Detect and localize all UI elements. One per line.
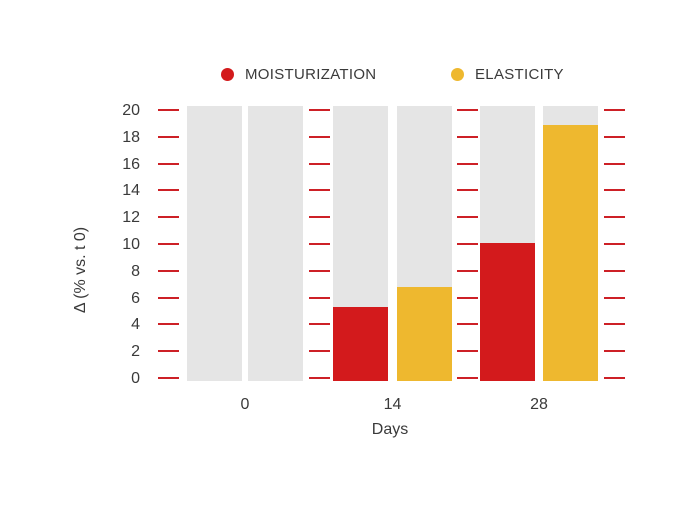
y-axis-title: Δ (% vs. t 0)	[72, 226, 89, 314]
x-axis-title: Days	[371, 421, 409, 438]
legend-label-moisturization: MOISTURIZATION	[245, 66, 377, 83]
y-axis-tick-label: 16	[122, 155, 140, 173]
y-axis-tick-label: 6	[131, 289, 140, 307]
y-tick-mark	[309, 189, 330, 192]
y-tick-mark	[158, 350, 179, 353]
y-tick-mark	[158, 216, 179, 219]
bar-moisturization-day28	[480, 242, 535, 381]
y-axis-tick-label: 18	[122, 128, 140, 146]
y-tick-mark	[604, 269, 625, 272]
y-tick-mark	[309, 350, 330, 353]
y-axis-tick-label: 2	[131, 343, 140, 361]
y-tick-mark	[457, 189, 478, 192]
y-tick-mark	[457, 216, 478, 219]
y-tick-mark	[604, 377, 625, 379]
y-tick-mark	[604, 350, 625, 353]
y-axis-tick-label: 20	[122, 102, 140, 119]
y-tick-mark	[158, 162, 179, 165]
y-tick-mark	[604, 296, 625, 299]
bar-track	[248, 106, 303, 381]
y-tick-mark	[604, 243, 625, 245]
legend-item-elasticity[interactable]: ELASTICITY	[451, 66, 564, 83]
y-tick-mark	[604, 189, 625, 192]
y-tick-mark	[604, 162, 625, 165]
bar-elasticity-day14	[397, 287, 452, 381]
y-tick-mark	[158, 189, 179, 192]
y-tick-mark	[457, 350, 478, 353]
bar-elasticity-day28	[543, 125, 598, 381]
y-tick-mark	[457, 109, 478, 111]
y-tick-mark	[457, 135, 478, 138]
y-tick-mark	[309, 269, 330, 272]
y-tick-mark	[604, 109, 625, 111]
y-tick-mark	[309, 296, 330, 299]
y-axis-tick-label: 14	[122, 182, 140, 200]
y-tick-mark	[158, 243, 179, 245]
y-tick-mark	[457, 162, 478, 165]
y-tick-mark	[158, 296, 179, 299]
y-axis-tick-label: 10	[122, 236, 140, 253]
y-tick-mark	[457, 323, 478, 326]
legend-swatch-moisturization-icon	[221, 68, 234, 81]
y-tick-mark	[158, 269, 179, 272]
y-tick-mark	[309, 216, 330, 219]
y-tick-mark	[457, 243, 478, 245]
y-tick-mark	[158, 135, 179, 138]
legend-item-moisturization[interactable]: MOISTURIZATION	[221, 66, 376, 83]
y-axis-tick-label: 0	[131, 370, 140, 387]
y-tick-mark	[457, 269, 478, 272]
y-tick-mark	[309, 377, 330, 379]
y-axis-tick-label: 8	[131, 262, 140, 280]
legend-swatch-elasticity-icon	[451, 68, 464, 81]
bar-track	[187, 106, 242, 381]
y-axis-tick-label: 4	[131, 316, 140, 334]
y-tick-mark	[604, 135, 625, 138]
bar-moisturization-day14	[333, 307, 388, 381]
x-axis-tick-label: 0	[240, 396, 250, 413]
y-tick-mark	[309, 243, 330, 245]
y-tick-mark	[457, 377, 478, 379]
y-tick-mark	[309, 323, 330, 326]
legend-label-elasticity: ELASTICITY	[475, 66, 564, 83]
y-tick-mark	[158, 323, 179, 326]
y-tick-mark	[604, 216, 625, 219]
y-tick-mark	[309, 109, 330, 111]
y-tick-mark	[457, 296, 478, 299]
x-axis-tick-label: 14	[383, 396, 402, 413]
y-tick-mark	[309, 162, 330, 165]
y-axis-tick-label: 12	[122, 209, 140, 227]
x-axis-tick-label: 28	[530, 396, 548, 413]
y-tick-mark	[309, 135, 330, 138]
plot-area	[150, 106, 630, 381]
y-tick-mark	[604, 323, 625, 326]
y-tick-mark	[158, 377, 179, 379]
y-tick-mark	[158, 109, 179, 111]
